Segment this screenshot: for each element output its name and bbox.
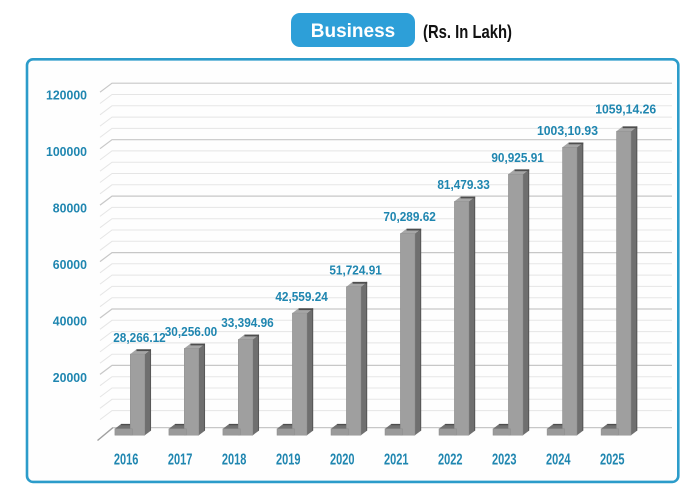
svg-text:2021: 2021 [384, 451, 409, 468]
svg-text:2019: 2019 [276, 451, 301, 468]
svg-text:1059,14.26: 1059,14.26 [595, 102, 656, 117]
svg-text:70,289.62: 70,289.62 [383, 209, 436, 224]
svg-text:28,266.12: 28,266.12 [113, 330, 166, 345]
svg-text:30,256.00: 30,256.00 [165, 324, 218, 339]
svg-text:33,394.96: 33,394.96 [221, 315, 274, 330]
svg-text:2023: 2023 [492, 451, 517, 468]
svg-text:40000: 40000 [53, 314, 87, 329]
svg-text:2018: 2018 [222, 451, 247, 468]
svg-text:90,925.91: 90,925.91 [491, 150, 544, 165]
svg-text:2022: 2022 [438, 451, 463, 468]
svg-text:2020: 2020 [330, 451, 355, 468]
svg-text:2016: 2016 [114, 451, 139, 468]
svg-text:60000: 60000 [53, 257, 87, 272]
svg-text:42,559.24: 42,559.24 [275, 289, 328, 304]
svg-text:120000: 120000 [46, 88, 87, 103]
svg-text:2025: 2025 [600, 451, 625, 468]
svg-text:81,479.33: 81,479.33 [437, 177, 490, 192]
svg-text:2024: 2024 [546, 451, 571, 468]
svg-text:51,724.91: 51,724.91 [329, 262, 382, 277]
svg-text:100000: 100000 [46, 144, 87, 159]
svg-text:Business: Business [311, 21, 395, 42]
svg-text:20000: 20000 [53, 370, 87, 385]
svg-text:1003,10.93: 1003,10.93 [537, 123, 598, 138]
svg-text:80000: 80000 [53, 201, 87, 216]
svg-text:2017: 2017 [168, 451, 193, 468]
svg-text:(Rs. In Lakh): (Rs. In Lakh) [423, 22, 512, 42]
